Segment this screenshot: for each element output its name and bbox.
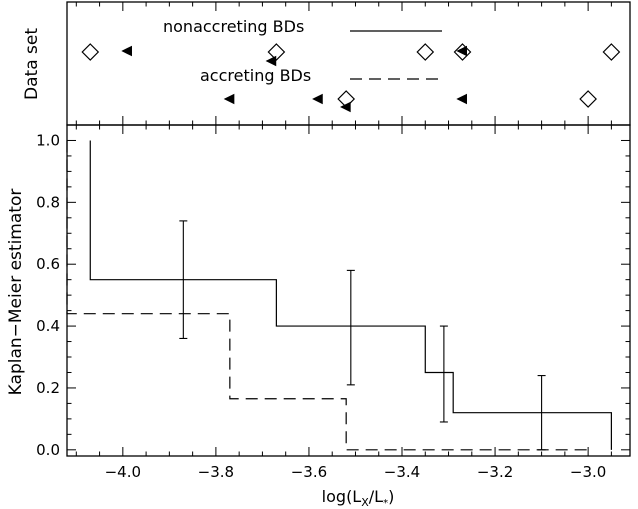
y-tick-label: 0.4: [36, 317, 60, 335]
y-tick-labels: 0.0 0.2 0.4 0.6 0.8 1.0: [36, 131, 60, 458]
y-tick-label: 0.6: [36, 255, 60, 273]
x-axis-label-part1: log(L: [322, 487, 362, 506]
x-axis-label: log(LX/L*): [322, 487, 395, 509]
top-panel: Data set nonaccreting BDs accreting BDs: [22, 1, 631, 126]
detection-diamond: [416, 43, 435, 61]
upper-limit-triangle: [121, 45, 132, 57]
y-tick-label: 0.2: [36, 379, 60, 397]
km-errorbars: [179, 220, 546, 451]
x-tick-label: −3.0: [570, 463, 606, 481]
bottom-panel-ticks: [67, 125, 630, 456]
bottom-panel-ylabel: Kaplan−Meier estimator: [6, 189, 26, 396]
upper-limit-triangle: [223, 93, 235, 105]
x-tick-label: −3.6: [291, 463, 327, 481]
bottom-panel: −4.0 −3.8 −3.6 −3.4 −3.2 −3.0 0.0 0.2 0.4 0.6 0.8…: [6, 124, 631, 509]
legend-label-accreting: accreting BDs: [200, 66, 311, 85]
y-tick-label: 1.0: [36, 131, 60, 149]
km-curves: [66, 140, 612, 451]
x-axis-label-sub2: *: [383, 498, 388, 509]
x-axis-label-part3: ): [388, 487, 394, 506]
y-tick-label: 0.8: [36, 193, 60, 211]
detection-diamond: [81, 43, 100, 61]
detection-diamond: [579, 90, 597, 108]
km-curve-accreting: [66, 140, 589, 451]
y-tick-label: 0.0: [36, 441, 60, 459]
top-panel-ticks: [75, 2, 612, 125]
x-tick-labels: −4.0 −3.8 −3.6 −3.4 −3.2 −3.0: [105, 463, 607, 481]
x-axis-label-sub1: X: [361, 496, 369, 509]
x-tick-label: −4.0: [105, 463, 141, 481]
top-panel-markers: [81, 43, 621, 113]
x-tick-label: −3.2: [477, 463, 513, 481]
bottom-panel-frame: [66, 124, 631, 457]
x-tick-label: −3.4: [384, 463, 420, 481]
upper-limit-triangle: [340, 101, 351, 113]
upper-limit-triangle: [456, 93, 467, 105]
detection-diamond: [602, 43, 621, 61]
detection-diamond: [267, 43, 286, 61]
top-panel-ylabel: Data set: [22, 28, 42, 100]
upper-limit-triangle: [265, 55, 277, 67]
upper-limit-triangle: [456, 45, 467, 57]
x-tick-label: −3.8: [198, 463, 234, 481]
upper-limit-triangle: [312, 93, 323, 105]
legend-label-nonaccreting: nonaccreting BDs: [163, 17, 304, 36]
x-axis-label-part2: /L: [369, 487, 383, 506]
